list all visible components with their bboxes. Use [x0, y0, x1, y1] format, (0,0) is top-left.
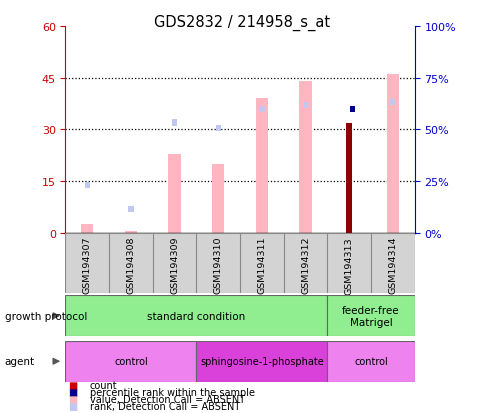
Bar	[85, 182, 90, 188]
Bar	[349, 107, 355, 113]
Text: GSM194312: GSM194312	[301, 236, 309, 294]
Text: GSM194309: GSM194309	[170, 236, 179, 294]
Text: ■: ■	[68, 380, 77, 390]
Text: rank, Detection Call = ABSENT: rank, Detection Call = ABSENT	[90, 401, 240, 411]
Bar	[81, 225, 93, 233]
Bar	[259, 107, 264, 113]
Text: growth protocol: growth protocol	[5, 311, 87, 321]
Bar	[255, 99, 268, 233]
Text: GDS2832 / 214958_s_at: GDS2832 / 214958_s_at	[154, 14, 330, 31]
Bar	[327, 341, 414, 382]
Text: control: control	[114, 356, 148, 366]
Text: percentile rank within the sample: percentile rank within the sample	[90, 387, 254, 397]
Bar	[65, 341, 196, 382]
Bar	[128, 206, 133, 212]
Bar	[172, 120, 177, 126]
Text: GSM194308: GSM194308	[126, 236, 135, 294]
Text: control: control	[353, 356, 387, 366]
Bar	[65, 295, 327, 337]
Text: ■: ■	[68, 401, 77, 411]
Text: feeder-free
Matrigel: feeder-free Matrigel	[342, 305, 399, 327]
Bar	[215, 125, 220, 131]
Bar	[327, 295, 414, 337]
Text: GSM194314: GSM194314	[388, 236, 396, 294]
Bar	[212, 164, 224, 233]
Text: ■: ■	[68, 394, 77, 404]
Text: ■: ■	[68, 387, 77, 397]
Bar	[302, 103, 307, 109]
Text: count: count	[90, 380, 117, 390]
Bar	[124, 232, 137, 233]
Text: GSM194307: GSM194307	[83, 236, 91, 294]
Bar	[299, 82, 311, 233]
Text: GSM194313: GSM194313	[344, 236, 353, 294]
Text: standard condition: standard condition	[147, 311, 245, 321]
Bar	[390, 100, 394, 106]
Text: GSM194311: GSM194311	[257, 236, 266, 294]
Text: value, Detection Call = ABSENT: value, Detection Call = ABSENT	[90, 394, 244, 404]
Text: agent: agent	[5, 356, 35, 366]
Text: sphingosine-1-phosphate: sphingosine-1-phosphate	[199, 356, 323, 366]
Bar	[168, 154, 181, 233]
Bar	[386, 75, 398, 233]
Bar	[196, 341, 327, 382]
Bar	[346, 123, 351, 233]
Text: GSM194310: GSM194310	[213, 236, 222, 294]
